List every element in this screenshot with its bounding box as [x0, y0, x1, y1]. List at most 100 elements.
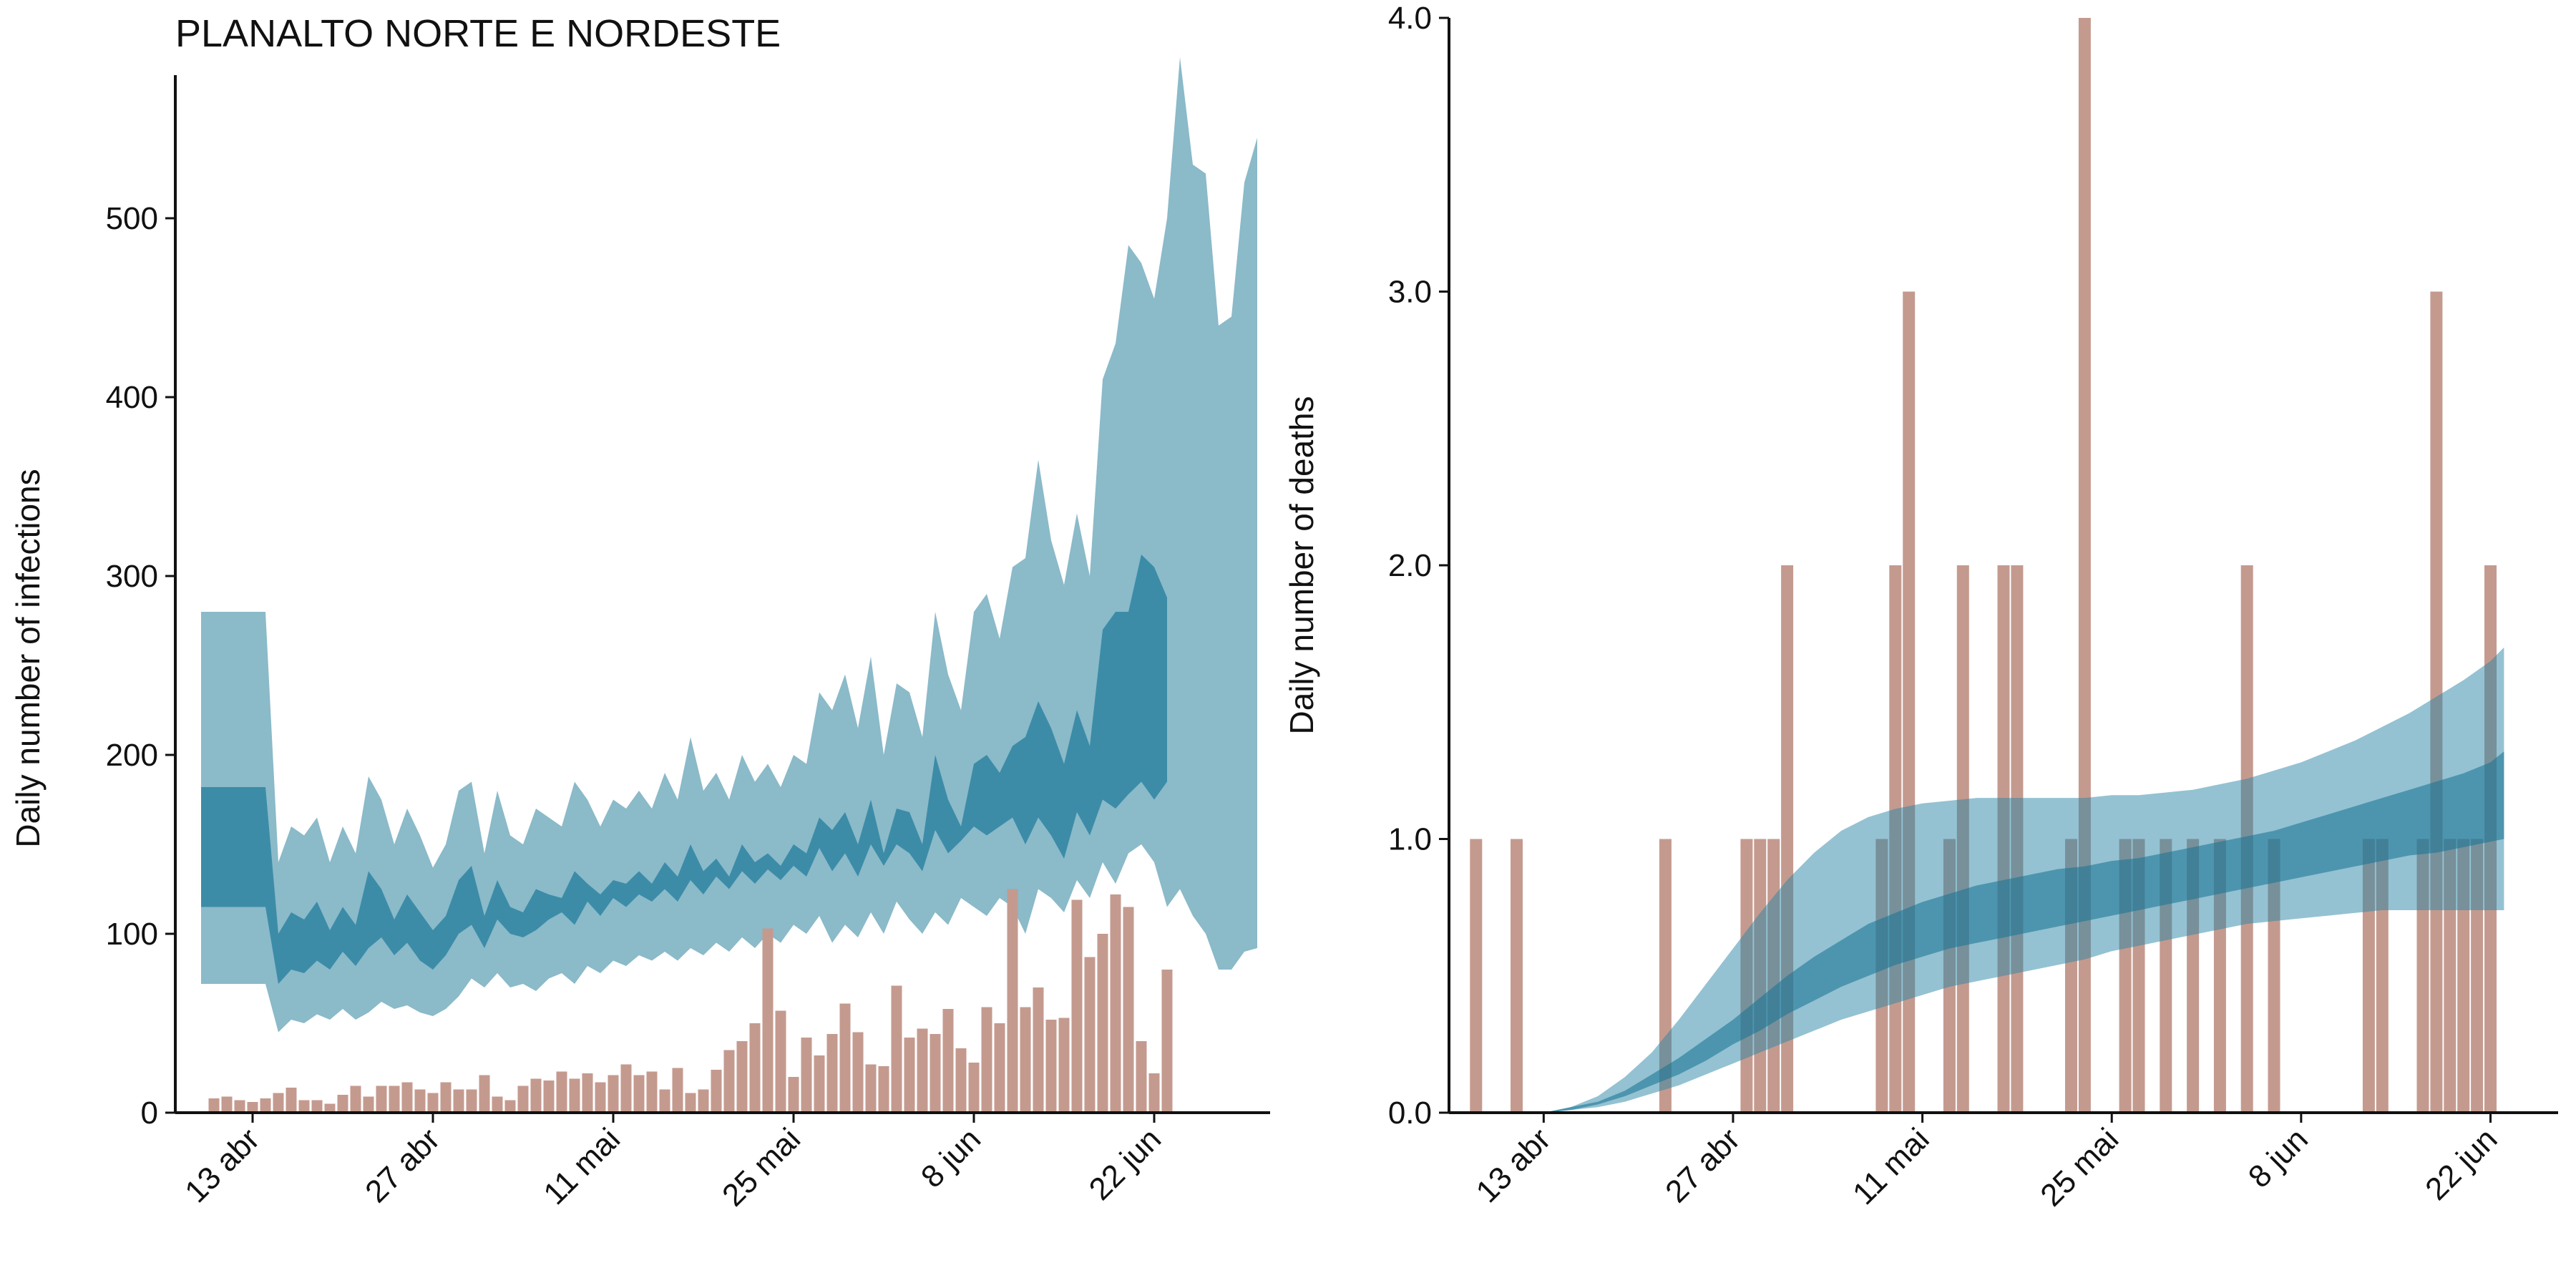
y-axis-title: Daily number of deaths [1283, 396, 1320, 734]
x-tick-label: 8 jun [2242, 1121, 2315, 1194]
bar [1033, 987, 1044, 1113]
x-tick-label: 11 mai [1846, 1121, 1936, 1211]
bar [955, 1048, 967, 1113]
bar [556, 1071, 567, 1113]
y-tick-label: 4.0 [1388, 1, 1432, 36]
bar [389, 1085, 400, 1113]
bar [1045, 1020, 1057, 1113]
bar [659, 1089, 670, 1113]
bar [1110, 894, 1121, 1113]
x-tick-label: 8 jun [914, 1121, 987, 1194]
chart-title: PLANALTO NORTE E NORDESTE [175, 12, 781, 55]
bar [337, 1095, 348, 1113]
bar [350, 1085, 361, 1113]
bar [260, 1098, 271, 1113]
y-tick-label: 300 [106, 559, 158, 594]
bar [839, 1003, 851, 1113]
bar [788, 1077, 799, 1113]
y-tick-label: 500 [106, 201, 158, 236]
y-tick-label: 400 [106, 380, 158, 415]
y-axis-title: Daily number of infections [9, 469, 47, 847]
bar [801, 1038, 812, 1113]
bar [698, 1089, 709, 1113]
bar [517, 1085, 529, 1113]
bar [736, 1041, 748, 1113]
bar [968, 1063, 980, 1113]
bar [672, 1068, 683, 1113]
bar [646, 1071, 658, 1113]
bar [620, 1064, 632, 1113]
deaths-chart: 0.0 1.0 2.0 3.0 4.0 13 abr 27 abr 11 mai 25 mai 8… [1283, 1, 2558, 1213]
bar [852, 1032, 864, 1113]
bar [401, 1082, 413, 1113]
bar-series [208, 889, 1173, 1113]
bar [711, 1070, 722, 1113]
bar [1511, 839, 1523, 1113]
bar [492, 1096, 503, 1113]
bar [247, 1102, 258, 1113]
bar [942, 1009, 954, 1113]
x-tick-label: 22 jun [1083, 1121, 1168, 1206]
bar [1136, 1041, 1147, 1113]
bar [1148, 1073, 1160, 1113]
bar [376, 1085, 387, 1113]
bar [595, 1082, 606, 1113]
bar [865, 1064, 877, 1113]
bar [569, 1078, 580, 1113]
bar [723, 1050, 735, 1113]
inner-interval-band [1543, 751, 2504, 1113]
bar [917, 1028, 928, 1113]
bar [814, 1055, 825, 1113]
bar [479, 1075, 490, 1113]
x-tick-label: 13 abr [178, 1121, 266, 1209]
x-tick-label: 13 abr [1470, 1121, 1558, 1209]
bar [273, 1093, 284, 1113]
bar [1071, 899, 1083, 1113]
x-tick-label: 25 mai [716, 1121, 807, 1213]
bar [608, 1075, 619, 1113]
bar [1058, 1018, 1070, 1113]
bar [286, 1088, 297, 1113]
bar [543, 1080, 555, 1113]
x-tick-label: 27 abr [358, 1121, 447, 1209]
bar [762, 928, 774, 1113]
bar [582, 1073, 593, 1113]
bar [1084, 957, 1096, 1113]
bar [1123, 907, 1134, 1113]
bar [1007, 889, 1018, 1113]
bar [311, 1100, 323, 1113]
bar [530, 1078, 542, 1113]
bar [981, 1007, 992, 1113]
bar [633, 1075, 645, 1113]
y-tick-label: 2.0 [1388, 548, 1432, 583]
x-tick-label: 11 mai [537, 1121, 627, 1211]
bar [363, 1096, 374, 1113]
bar [453, 1089, 464, 1113]
bar [466, 1089, 477, 1113]
bar [878, 1066, 889, 1113]
y-tick-label: 0.0 [1388, 1096, 1432, 1131]
bar [414, 1089, 426, 1113]
bar [994, 1023, 1005, 1113]
bar [427, 1093, 439, 1113]
bar [775, 1010, 786, 1113]
infections-chart: PLANALTO NORTE E NORDESTE 0 100 200 300 400 5… [9, 12, 1270, 1213]
bar [324, 1103, 336, 1113]
y-tick-label: 100 [106, 917, 158, 952]
bar [504, 1100, 516, 1113]
bar [440, 1082, 452, 1113]
bar [904, 1038, 915, 1113]
bar [826, 1034, 838, 1113]
y-tick-label: 3.0 [1388, 275, 1432, 310]
bar [234, 1100, 245, 1113]
bar [930, 1034, 941, 1113]
inner-interval-band [201, 555, 1167, 984]
bar [221, 1096, 233, 1113]
bar [298, 1100, 310, 1113]
bar [1097, 934, 1108, 1113]
bar [1470, 839, 1483, 1113]
bar [685, 1093, 696, 1113]
bar [891, 985, 902, 1113]
bar [1161, 970, 1173, 1113]
